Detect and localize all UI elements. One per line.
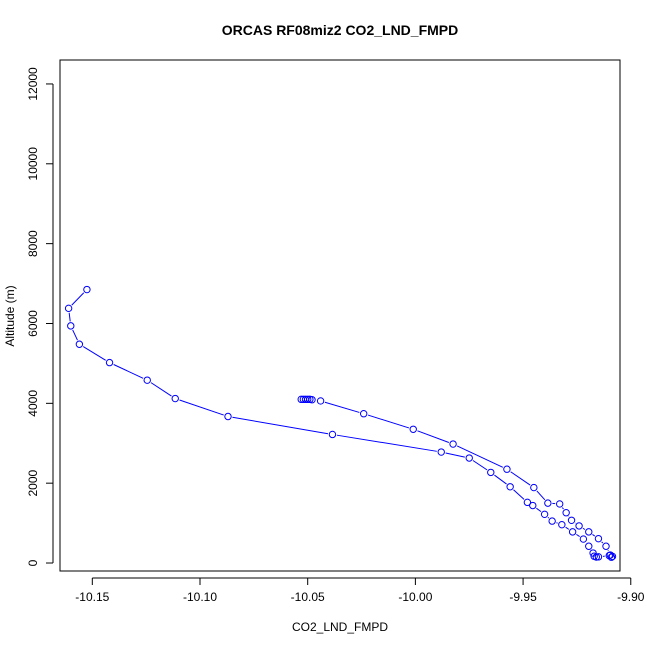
data-point [575,522,583,530]
data-point [594,553,603,561]
series-segment [601,541,604,544]
data-point [359,410,368,418]
data-point [316,397,325,405]
data-point [143,376,151,384]
data-point [562,509,570,517]
data-point [529,501,537,510]
data-point [544,499,552,507]
data-point [224,412,232,421]
data-point [567,516,576,524]
data-point [585,542,593,550]
data-point [568,528,577,536]
data-point [608,552,617,561]
series-segment [417,430,450,443]
data-point [449,440,457,448]
series-segment [510,471,531,486]
x-tick-label: -10.05 [291,590,325,604]
data-point [594,534,603,543]
data-point [506,483,514,491]
data-point [299,395,308,404]
data-point [606,551,615,559]
data-point [465,454,473,462]
series-segment [82,346,106,361]
y-tick-label: 0 [26,559,40,566]
data-point [83,285,91,294]
data-point [105,358,114,367]
y-tick-label: 8000 [26,230,40,257]
data-point [409,425,417,433]
x-axis: -10.15 -10.10 -10.05 -10.00 -9.95 -9.90 [75,577,645,604]
series-segment [582,527,586,530]
data-point [75,340,84,348]
data-point [64,304,73,313]
data-point [487,468,495,477]
series-segment [592,534,596,537]
x-tick-label: -9.90 [617,590,645,604]
data-point [585,528,593,536]
chart-title: ORCAS RF08miz2 CO2_LND_FMPD [222,22,459,38]
series-segment [494,474,507,485]
data-point [301,395,310,404]
series-segment [547,516,550,519]
data-point [297,395,305,404]
data-point [328,430,337,439]
plot-frame [59,59,621,572]
series-segment [336,434,437,452]
data-point [523,498,532,507]
y-tick-label: 10000 [26,147,40,181]
series-segment [445,452,465,458]
series-segment [113,364,144,379]
data-point [437,448,445,456]
series-segment [71,292,85,306]
y-tick-label: 4000 [26,390,40,417]
series-segment [367,414,410,429]
x-tick-label: -10.10 [183,590,217,604]
x-tick-label: -10.15 [75,590,109,604]
data-point [579,535,588,543]
data-point [602,542,610,550]
series-layer [64,285,617,561]
data-point [503,465,511,473]
x-tick-label: -9.95 [509,590,537,604]
series-segment [324,401,360,413]
series-segment [456,445,504,468]
series-segment [513,489,525,500]
series-segment [536,490,546,501]
series-segment [68,312,71,322]
y-axis: 0 2000 4000 6000 8000 10000 12000 [26,67,54,566]
series-segment [561,507,564,510]
series-segment [72,329,78,341]
series-segment [576,533,580,537]
data-point [558,520,566,529]
series-segment [472,460,488,471]
y-tick-label: 6000 [26,310,40,337]
series-segment [150,382,172,397]
series-segment [179,399,224,416]
data-point [548,517,556,525]
series-segment [232,416,329,435]
x-tick-label: -10.00 [398,590,432,604]
series-segment [536,507,542,513]
data-point [67,322,75,330]
series-segment [565,526,570,530]
y-axis-label: Altitude (m) [3,285,17,346]
y-tick-label: 12000 [26,67,40,101]
data-point [530,483,538,492]
data-point [171,394,179,403]
data-point [540,510,549,519]
data-point [555,500,564,508]
y-tick-label: 2000 [26,470,40,497]
x-axis-label: CO2_LND_FMPD [292,620,388,634]
